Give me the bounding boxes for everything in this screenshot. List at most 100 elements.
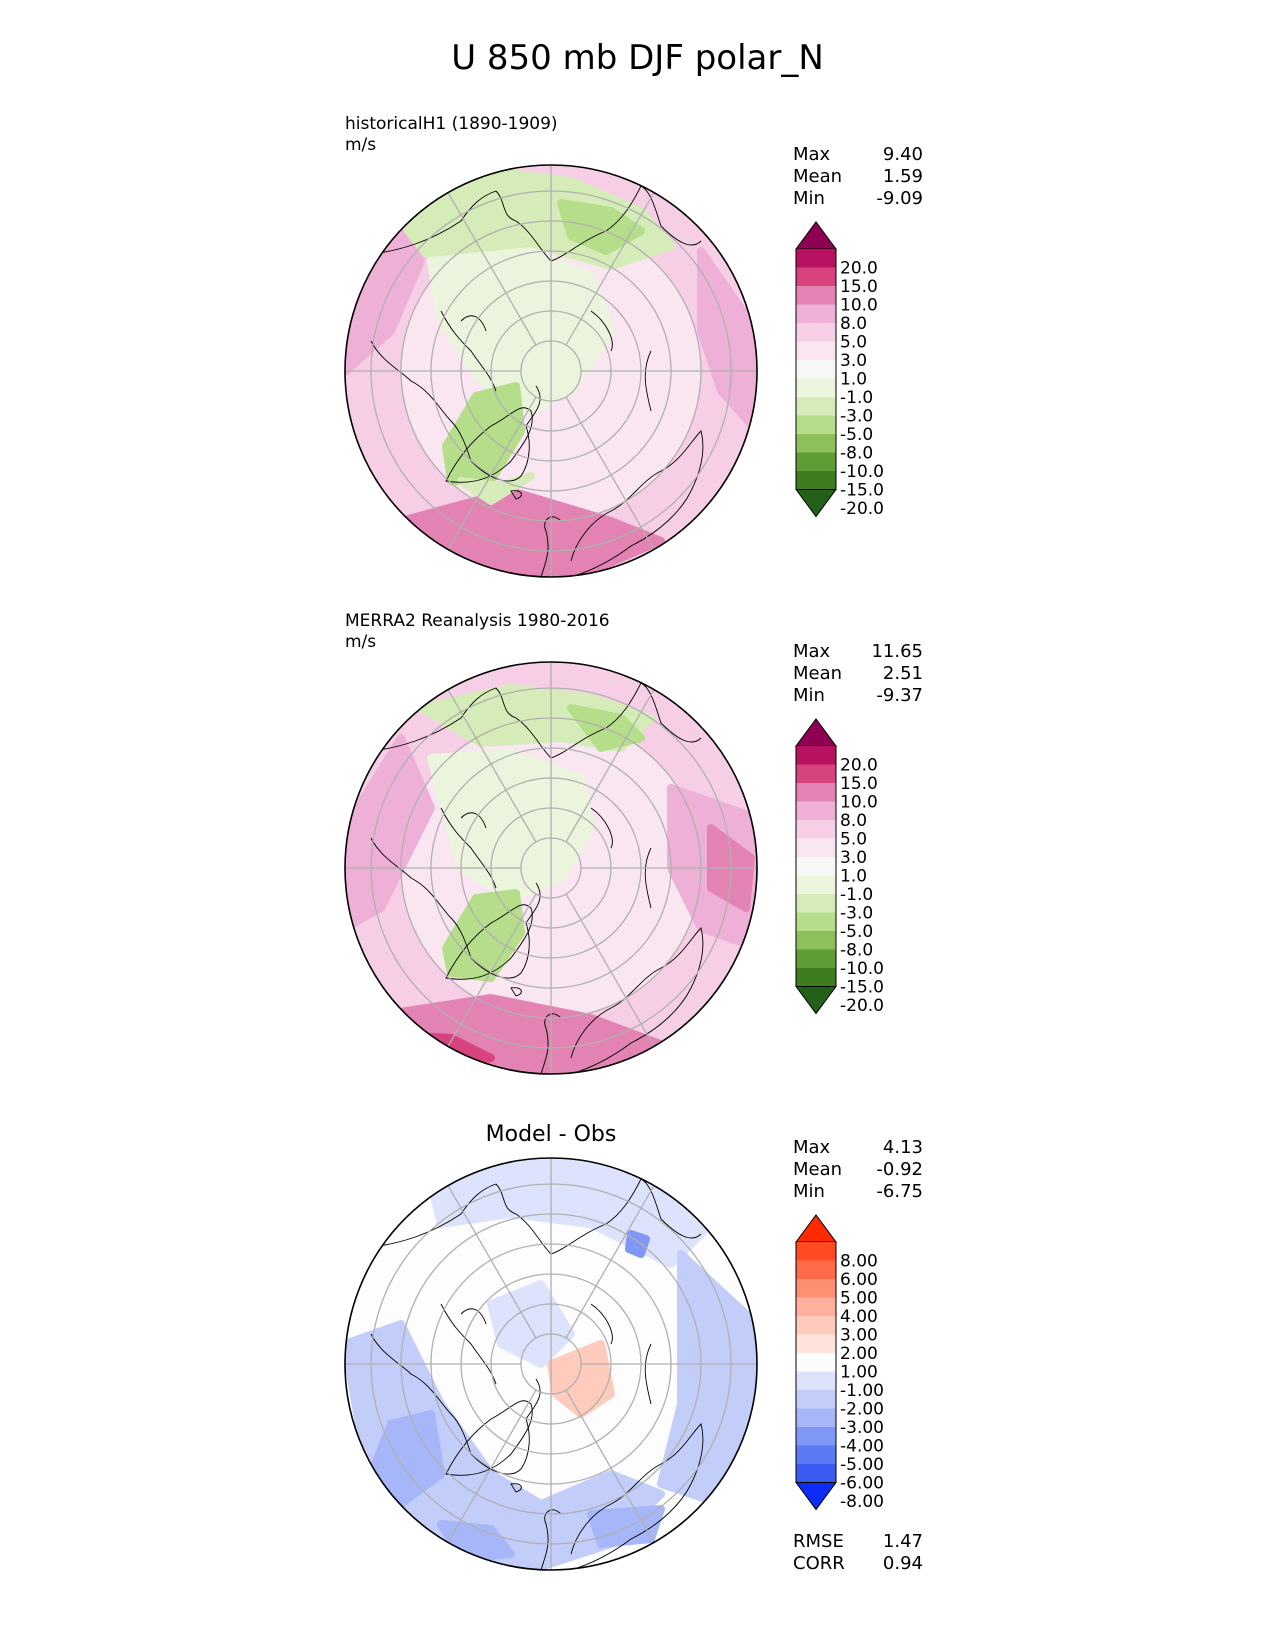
coastline	[364, 682, 702, 759]
colorbar-box	[796, 1242, 836, 1261]
coastline	[570, 927, 704, 1074]
stat-min: Min -6.75	[793, 1181, 923, 1202]
colorbar-tick-label: -6.00	[840, 1474, 884, 1494]
colorbar-tick-label: 20.0	[840, 756, 878, 776]
colorbar-box	[796, 1445, 836, 1465]
colorbar-tick-label: 5.00	[840, 1289, 878, 1309]
meridian-line	[447, 1389, 537, 1543]
colorbar-tick-label: 3.00	[840, 1326, 878, 1346]
colorbar-historical: 20.015.010.08.05.03.01.0-1.0-3.0-5.0-8.0…	[795, 221, 884, 519]
colorbar-box	[796, 764, 836, 784]
colorbar-tick-label: -10.0	[840, 959, 884, 979]
field-region	[457, 472, 535, 505]
meridian-line	[565, 396, 655, 550]
colorbar-box	[796, 378, 836, 398]
meridian-line	[565, 893, 655, 1047]
stats-box: Max 4.13 Mean -0.92 Min -6.75	[793, 1137, 923, 1203]
colorbar-extend-top	[795, 718, 837, 747]
colorbar-tick-label: 15.0	[840, 774, 878, 794]
coastline	[570, 430, 704, 577]
colorbar-box	[796, 249, 836, 268]
colorbar-tick-label: 1.0	[840, 867, 867, 887]
colorbar-tick-label: 8.0	[840, 314, 867, 334]
colorbar-box	[796, 1316, 836, 1335]
colorbar-box	[796, 894, 836, 913]
colorbar-tick-label: 2.00	[840, 1344, 878, 1364]
figure-title: U 850 mb DJF polar_N	[451, 38, 824, 78]
metric-corr: CORR 0.94	[793, 1553, 923, 1574]
colorbar-box	[796, 286, 836, 305]
colorbar-tick-label: -20.0	[840, 499, 884, 519]
stat-max: Max 9.40	[793, 144, 923, 165]
colorbar-extend-bottom	[795, 1482, 837, 1511]
colorbar-extend-top	[795, 1214, 837, 1243]
colorbar-box	[796, 1408, 836, 1428]
polar-map-difference	[344, 1157, 758, 1571]
colorbar-tick-label: -20.0	[840, 996, 884, 1016]
stat-max: Max 11.65	[793, 641, 923, 662]
stat-min: Min -9.09	[793, 188, 923, 209]
colorbar-extend-bottom	[795, 489, 837, 518]
polar-map-merra2	[344, 661, 758, 1075]
coastline	[590, 310, 652, 412]
meridian-line	[565, 1185, 655, 1339]
stat-mean: Mean 2.51	[793, 663, 923, 684]
colorbar-difference: 8.006.005.004.003.002.001.00-1.00-2.00-3…	[795, 1214, 884, 1512]
meridian-line	[447, 192, 537, 346]
colorbar-box	[796, 1279, 836, 1298]
colorbar-tick-label: -15.0	[840, 978, 884, 998]
coastline	[510, 1483, 522, 1493]
metric-rmse: RMSE 1.47	[793, 1531, 923, 1552]
coastline	[570, 1423, 704, 1570]
map-boundary	[344, 164, 758, 578]
meridian-line	[447, 689, 537, 843]
colorbar-box	[796, 1260, 836, 1280]
coastline	[540, 1013, 562, 1074]
field-region	[442, 382, 525, 485]
map-field	[345, 662, 757, 1074]
colorbar-extend-top	[795, 221, 837, 250]
stats-box: Max 11.65 Mean 2.51 Min -9.37	[793, 641, 923, 707]
colorbar-box	[796, 434, 836, 453]
coastline	[510, 490, 522, 500]
coastline	[440, 1303, 497, 1385]
colorbar-tick-label: 1.00	[840, 1363, 878, 1383]
field-region	[442, 889, 525, 982]
colorbar-box	[796, 415, 836, 435]
meridian-line	[447, 893, 537, 1047]
colorbar-box	[796, 1371, 836, 1391]
meridian-line	[565, 689, 655, 843]
panel-units: m/s	[345, 632, 377, 652]
colorbar-tick-label: 4.00	[840, 1307, 878, 1327]
colorbar-box	[796, 1464, 836, 1483]
panel-title: historicalH1 (1890-1909)	[345, 114, 558, 134]
colorbar-box	[796, 838, 836, 858]
colorbar-extend-bottom	[795, 986, 837, 1015]
coastline	[540, 516, 562, 577]
colorbar-box	[796, 1353, 836, 1372]
colorbar-box	[796, 304, 836, 324]
colorbar-tick-label: -3.00	[840, 1418, 884, 1438]
coastline	[540, 1509, 562, 1570]
colorbar-box	[796, 783, 836, 802]
coastline	[590, 807, 652, 909]
coastline	[364, 1178, 702, 1255]
colorbar-tick-label: 3.0	[840, 351, 867, 371]
colorbar-box	[796, 323, 836, 342]
meridian-line	[447, 396, 537, 550]
stat-mean: Mean 1.59	[793, 166, 923, 187]
colorbar-box	[796, 968, 836, 987]
colorbar-tick-label: 8.00	[840, 1252, 878, 1272]
colorbar-tick-label: 20.0	[840, 259, 878, 279]
colorbar-box	[796, 452, 836, 472]
map-boundary	[344, 661, 758, 1075]
meridian-line	[565, 192, 655, 346]
colorbar-tick-label: -8.0	[840, 941, 873, 961]
coastline	[364, 185, 702, 262]
colorbar-tick-label: -3.0	[840, 904, 873, 924]
colorbar-tick-label: 1.0	[840, 370, 867, 390]
colorbar-box	[796, 875, 836, 895]
colorbar-frame	[795, 249, 837, 490]
coastline	[590, 1303, 652, 1405]
colorbar-box	[796, 857, 836, 876]
